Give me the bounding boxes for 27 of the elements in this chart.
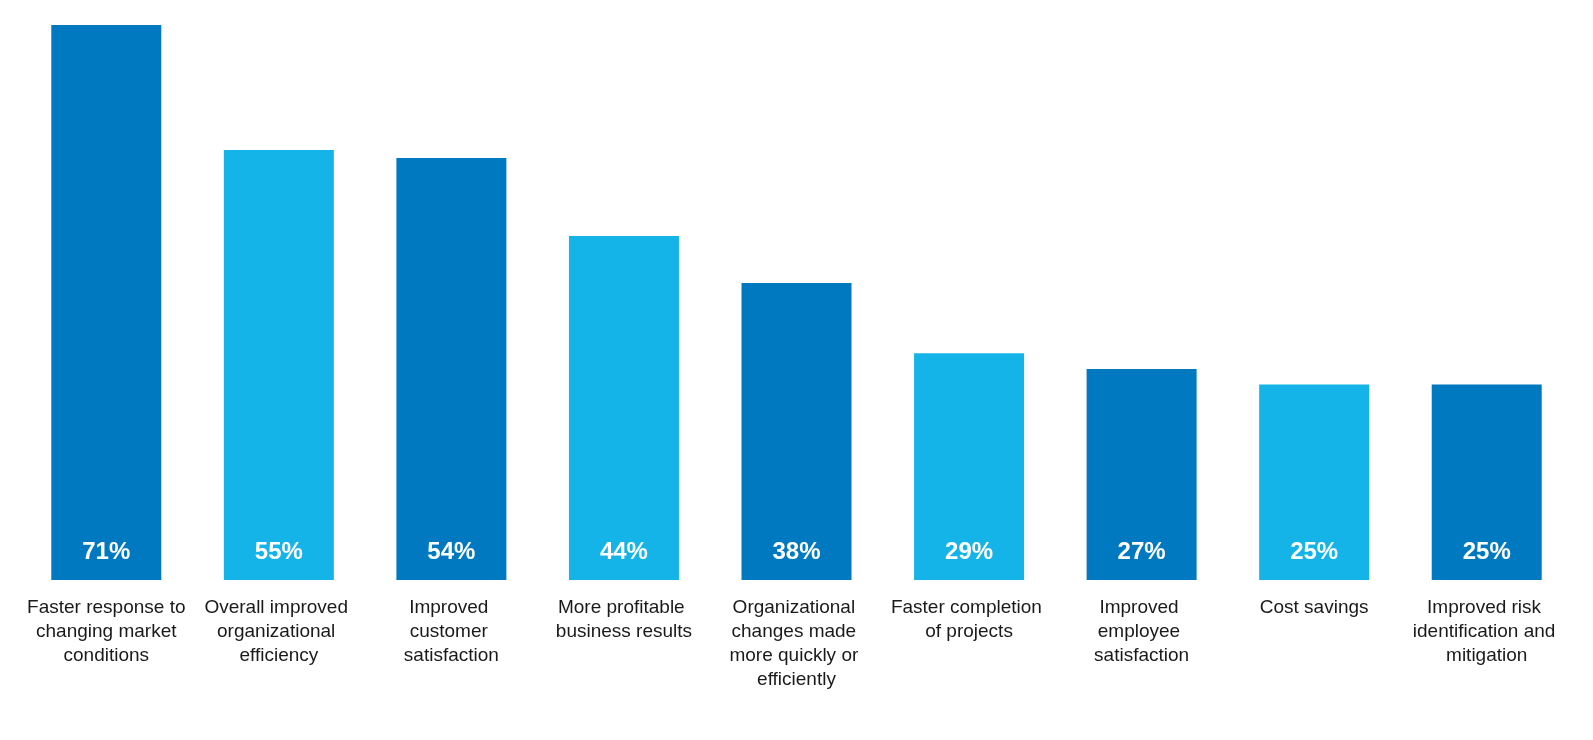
bar — [1431, 384, 1542, 580]
bar — [396, 157, 507, 580]
x-tick-label: Organizational changes made more quickly or efficiently — [729, 595, 864, 689]
x-tick-label: Overall improved organizational efficiency — [204, 595, 354, 665]
bar — [1259, 384, 1370, 580]
bar — [741, 282, 852, 580]
data-label: 27% — [1117, 536, 1166, 564]
data-label: 25% — [1462, 536, 1511, 564]
data-label: 71% — [82, 536, 131, 564]
data-label: 44% — [599, 536, 648, 564]
x-tick-label: Improved employee satisfaction — [1094, 595, 1190, 665]
data-label: 29% — [945, 536, 994, 564]
x-tick-label: Cost savings — [1259, 595, 1369, 617]
bar — [568, 236, 679, 580]
x-tick-label: More profitable business results — [555, 595, 693, 641]
bar — [223, 150, 334, 580]
data-label: 55% — [254, 536, 303, 564]
x-tick-label: Improved customer satisfaction — [403, 595, 499, 665]
data-label: 38% — [772, 536, 821, 564]
data-label: 25% — [1290, 536, 1339, 564]
data-label: 54% — [427, 536, 476, 564]
x-tick-label: Faster completion of projects — [890, 595, 1048, 641]
bar — [914, 353, 1025, 580]
bar — [51, 25, 162, 580]
x-tick-label: Improved risk identification and mitigation — [1412, 595, 1561, 665]
bar — [1086, 368, 1197, 580]
x-tick-label: Faster response to changing market conditions — [27, 595, 186, 665]
